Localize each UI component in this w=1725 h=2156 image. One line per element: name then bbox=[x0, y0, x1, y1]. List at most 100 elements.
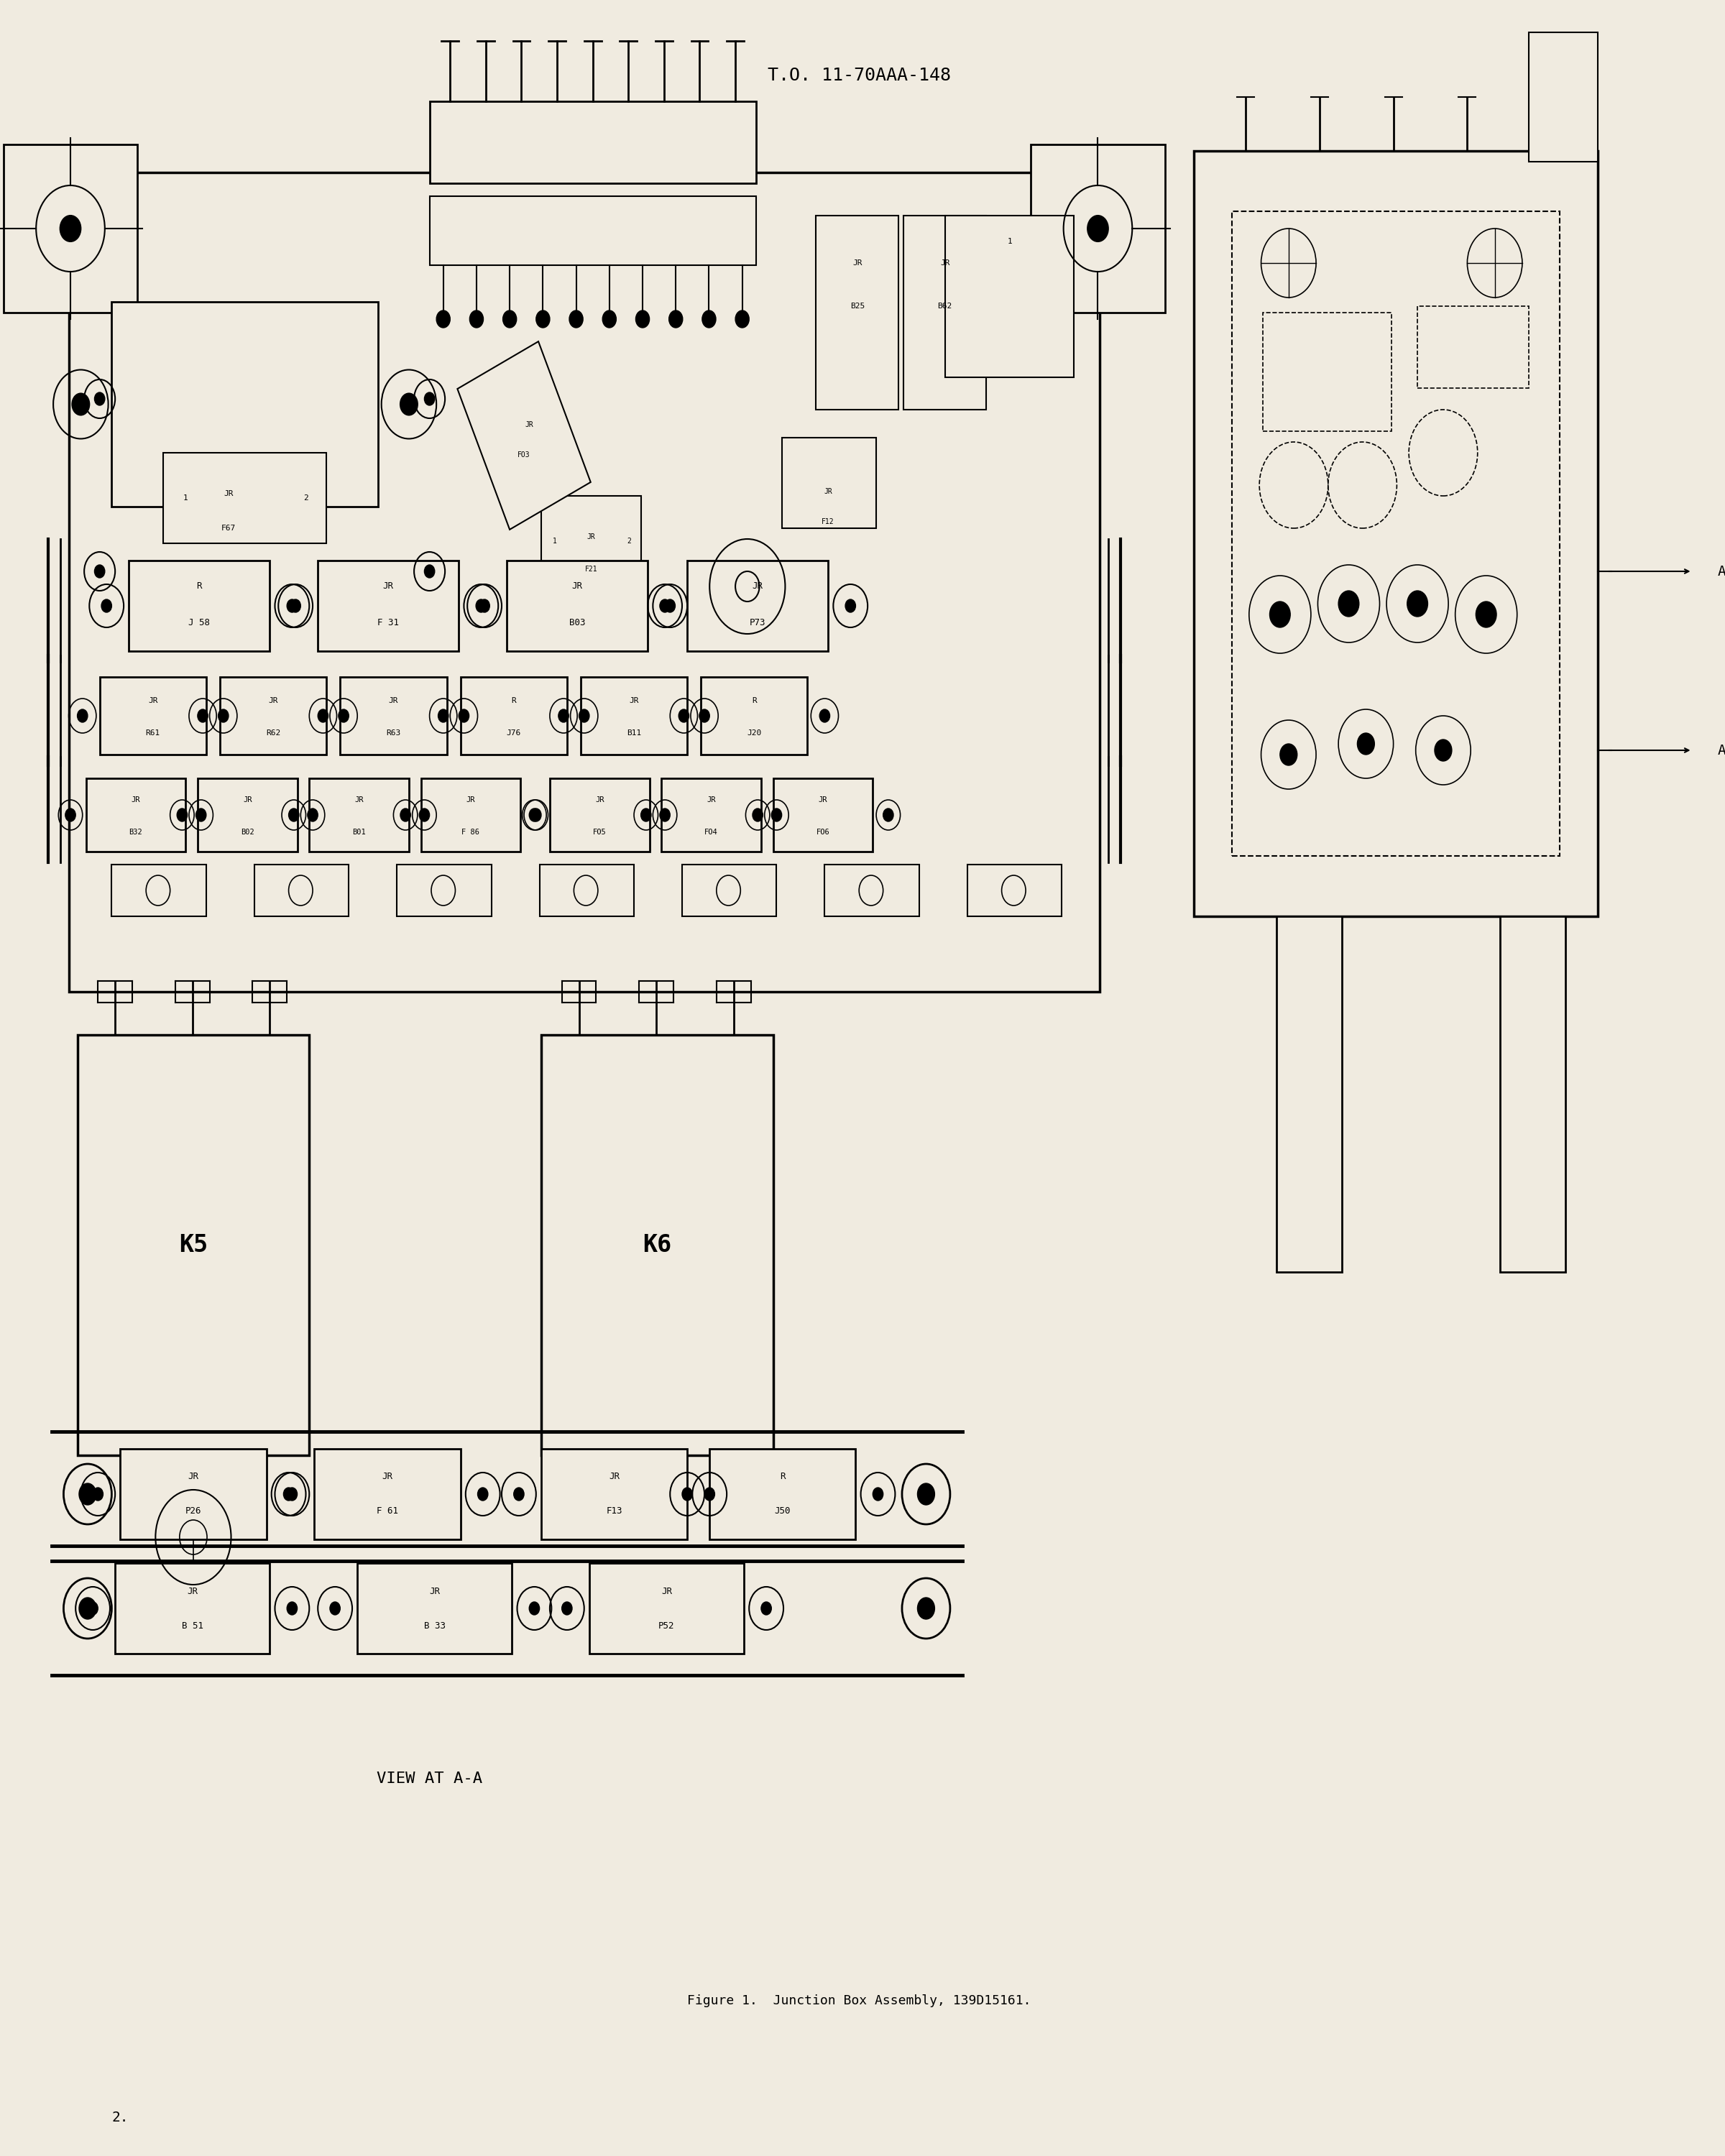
Circle shape bbox=[95, 392, 105, 405]
Text: JR: JR bbox=[940, 259, 950, 267]
Circle shape bbox=[286, 1602, 297, 1615]
Text: JR: JR bbox=[224, 489, 233, 498]
Circle shape bbox=[286, 599, 297, 612]
Text: Figure 1.  Junction Box Assembly, 139D15161.: Figure 1. Junction Box Assembly, 139D151… bbox=[687, 1994, 1032, 2007]
Circle shape bbox=[469, 310, 483, 328]
Text: A: A bbox=[1718, 565, 1725, 578]
Text: R: R bbox=[511, 696, 516, 705]
Text: JR: JR bbox=[707, 796, 716, 804]
Circle shape bbox=[79, 1483, 97, 1505]
Text: JR: JR bbox=[573, 582, 583, 591]
Text: FO6: FO6 bbox=[816, 828, 830, 837]
Bar bbox=[219, 677, 326, 755]
Circle shape bbox=[198, 709, 209, 722]
Bar bbox=[781, 438, 876, 528]
Circle shape bbox=[424, 565, 435, 578]
Text: R: R bbox=[780, 1473, 785, 1481]
Text: F13: F13 bbox=[605, 1507, 623, 1516]
Text: B02: B02 bbox=[242, 828, 254, 837]
Circle shape bbox=[883, 808, 894, 821]
Text: B01: B01 bbox=[352, 828, 366, 837]
Bar bbox=[1032, 144, 1164, 313]
Circle shape bbox=[536, 310, 550, 328]
Circle shape bbox=[1408, 591, 1428, 617]
Circle shape bbox=[664, 599, 674, 612]
Text: JR: JR bbox=[524, 420, 533, 429]
Bar bbox=[116, 1563, 269, 1654]
Text: J50: J50 bbox=[775, 1507, 790, 1516]
Bar bbox=[542, 1449, 687, 1539]
Text: JR: JR bbox=[388, 696, 398, 705]
Bar bbox=[430, 196, 756, 265]
Circle shape bbox=[217, 709, 228, 722]
Circle shape bbox=[400, 808, 411, 821]
Bar bbox=[421, 778, 521, 852]
Bar bbox=[3, 144, 138, 313]
Circle shape bbox=[918, 1483, 935, 1505]
Bar bbox=[1528, 32, 1597, 162]
Text: T.O. 11-70AAA-148: T.O. 11-70AAA-148 bbox=[768, 67, 950, 84]
Text: R63: R63 bbox=[386, 729, 400, 737]
Text: JR: JR bbox=[818, 796, 828, 804]
Circle shape bbox=[514, 1488, 524, 1501]
Circle shape bbox=[459, 709, 469, 722]
Bar bbox=[550, 778, 649, 852]
Circle shape bbox=[480, 599, 490, 612]
Bar bbox=[968, 865, 1063, 916]
Circle shape bbox=[873, 1488, 883, 1501]
Circle shape bbox=[197, 808, 207, 821]
Bar bbox=[773, 778, 873, 852]
Text: 1: 1 bbox=[552, 537, 557, 545]
Circle shape bbox=[704, 1488, 714, 1501]
Bar bbox=[129, 561, 269, 651]
Circle shape bbox=[329, 1602, 340, 1615]
Circle shape bbox=[478, 1488, 488, 1501]
Circle shape bbox=[307, 808, 317, 821]
Text: JR: JR bbox=[186, 1587, 198, 1595]
Bar bbox=[121, 1449, 266, 1539]
Circle shape bbox=[290, 599, 300, 612]
Circle shape bbox=[286, 1488, 297, 1501]
Circle shape bbox=[317, 709, 328, 722]
Circle shape bbox=[659, 599, 669, 612]
Text: R: R bbox=[197, 582, 202, 591]
Circle shape bbox=[436, 310, 450, 328]
Bar bbox=[540, 865, 635, 916]
Text: 1: 1 bbox=[183, 494, 188, 502]
Circle shape bbox=[559, 709, 569, 722]
Text: B 33: B 33 bbox=[424, 1621, 445, 1630]
Bar bbox=[507, 561, 647, 651]
Text: JR: JR bbox=[852, 259, 862, 267]
Text: F 31: F 31 bbox=[378, 619, 398, 627]
Text: A: A bbox=[1718, 744, 1725, 757]
Circle shape bbox=[1358, 733, 1375, 755]
Circle shape bbox=[659, 808, 669, 821]
Bar bbox=[340, 677, 447, 755]
Text: JR: JR bbox=[430, 1587, 440, 1595]
Circle shape bbox=[761, 1602, 771, 1615]
Text: K6: K6 bbox=[643, 1233, 671, 1257]
Circle shape bbox=[338, 709, 348, 722]
Text: F12: F12 bbox=[821, 517, 835, 526]
Text: JR: JR bbox=[243, 796, 252, 804]
Text: JR: JR bbox=[381, 1473, 393, 1481]
Text: JR: JR bbox=[131, 796, 140, 804]
Circle shape bbox=[1270, 602, 1290, 627]
Circle shape bbox=[72, 392, 90, 414]
Circle shape bbox=[102, 599, 112, 612]
Bar bbox=[1418, 306, 1528, 388]
Bar bbox=[1276, 916, 1342, 1272]
Circle shape bbox=[530, 808, 540, 821]
Bar bbox=[309, 778, 409, 852]
Text: B32: B32 bbox=[129, 828, 143, 837]
Circle shape bbox=[66, 808, 76, 821]
Bar bbox=[69, 172, 1099, 992]
Text: K5: K5 bbox=[179, 1233, 207, 1257]
Text: B62: B62 bbox=[938, 302, 952, 310]
Circle shape bbox=[288, 808, 298, 821]
Bar bbox=[198, 778, 297, 852]
Circle shape bbox=[569, 310, 583, 328]
Circle shape bbox=[438, 709, 448, 722]
Circle shape bbox=[702, 310, 716, 328]
Bar bbox=[430, 101, 756, 183]
